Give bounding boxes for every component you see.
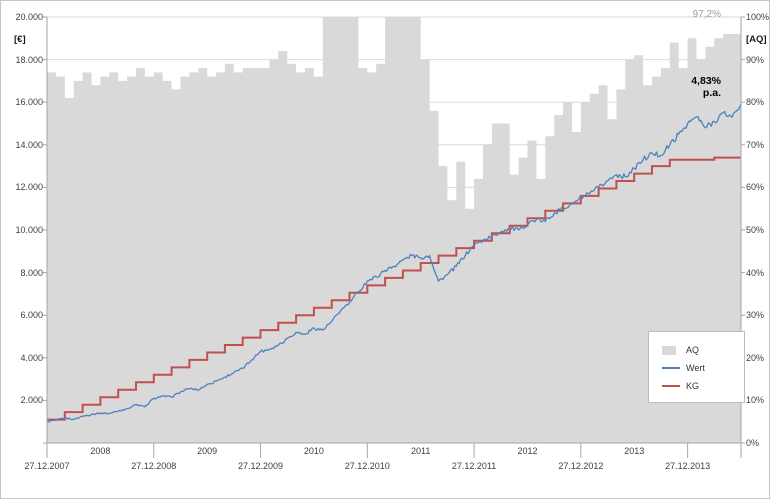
y-right-axis-label: 70% bbox=[746, 139, 765, 150]
y-right-axis-label: 100% bbox=[746, 12, 770, 22]
y-left-axis-label: 6.000 bbox=[20, 310, 43, 321]
x-axis-date-label: 27.12.2011 bbox=[451, 461, 497, 471]
y-right-axis-label: 10% bbox=[746, 395, 765, 406]
aq-final-annotation: 97,2% bbox=[692, 9, 721, 20]
y-left-axis-label: 14.000 bbox=[15, 139, 43, 150]
y-right-axis-label: 90% bbox=[746, 54, 765, 65]
y-right-axis-label: 20% bbox=[746, 352, 765, 363]
legend-item-aq: AQ bbox=[662, 341, 744, 359]
legend-item-kg: KG bbox=[662, 377, 744, 395]
x-axis-year-label: 2011 bbox=[411, 446, 431, 456]
y-left-axis-label: 2.000 bbox=[20, 395, 43, 406]
x-axis-date-label: 27.12.2009 bbox=[238, 461, 284, 471]
y-left-axis-label: 18.000 bbox=[15, 54, 43, 65]
y-right-axis-label: 40% bbox=[746, 267, 765, 278]
x-axis-year-label: 2013 bbox=[624, 446, 645, 456]
x-axis-date-label: 27.12.2012 bbox=[558, 461, 604, 471]
x-axis-year-label: 2009 bbox=[197, 446, 218, 456]
x-axis-date-label: 27.12.2010 bbox=[344, 461, 390, 471]
legend-label: KG bbox=[686, 381, 700, 391]
y-left-axis-label: 10.000 bbox=[15, 225, 43, 235]
y-left-axis-label: 12.000 bbox=[15, 182, 43, 193]
y-left-axis-label: 4.000 bbox=[20, 352, 43, 363]
return-annotation: 4,83% p.a. bbox=[669, 75, 721, 99]
x-axis-date-label: 27.12.2008 bbox=[131, 461, 177, 471]
x-axis-year-label: 2012 bbox=[517, 446, 538, 456]
x-axis-year-label: 2010 bbox=[303, 446, 324, 456]
y-right-axis-label: 30% bbox=[746, 310, 765, 321]
y-left-axis-label: 16.000 bbox=[15, 97, 43, 108]
y-right-axis-label: 80% bbox=[746, 97, 765, 108]
right-axis-title: [AQ] bbox=[746, 34, 767, 45]
x-axis-date-label: 27.12.2007 bbox=[24, 461, 70, 471]
x-axis-year-label: 2008 bbox=[90, 446, 111, 456]
x-axis-date-label: 27.12.2013 bbox=[665, 461, 711, 471]
left-axis-title: [€] bbox=[14, 34, 26, 45]
return-unit: p.a. bbox=[702, 87, 721, 99]
legend-label: Wert bbox=[686, 363, 705, 373]
y-right-axis-label: 60% bbox=[746, 182, 765, 193]
y-right-axis-label: 50% bbox=[746, 225, 765, 235]
aq-area-swatch-icon bbox=[662, 345, 680, 355]
y-left-axis-label: 8.000 bbox=[20, 267, 43, 278]
wert-line-swatch-icon bbox=[662, 366, 680, 370]
return-value: 4,83% bbox=[691, 75, 721, 87]
legend: AQ Wert KG bbox=[648, 331, 745, 403]
legend-label: AQ bbox=[686, 345, 700, 355]
kg-line-swatch-icon bbox=[662, 384, 680, 388]
y-right-axis-label: 0% bbox=[746, 438, 760, 448]
y-left-axis-label: 20.000 bbox=[15, 12, 43, 22]
legend-item-wert: Wert bbox=[662, 359, 744, 377]
